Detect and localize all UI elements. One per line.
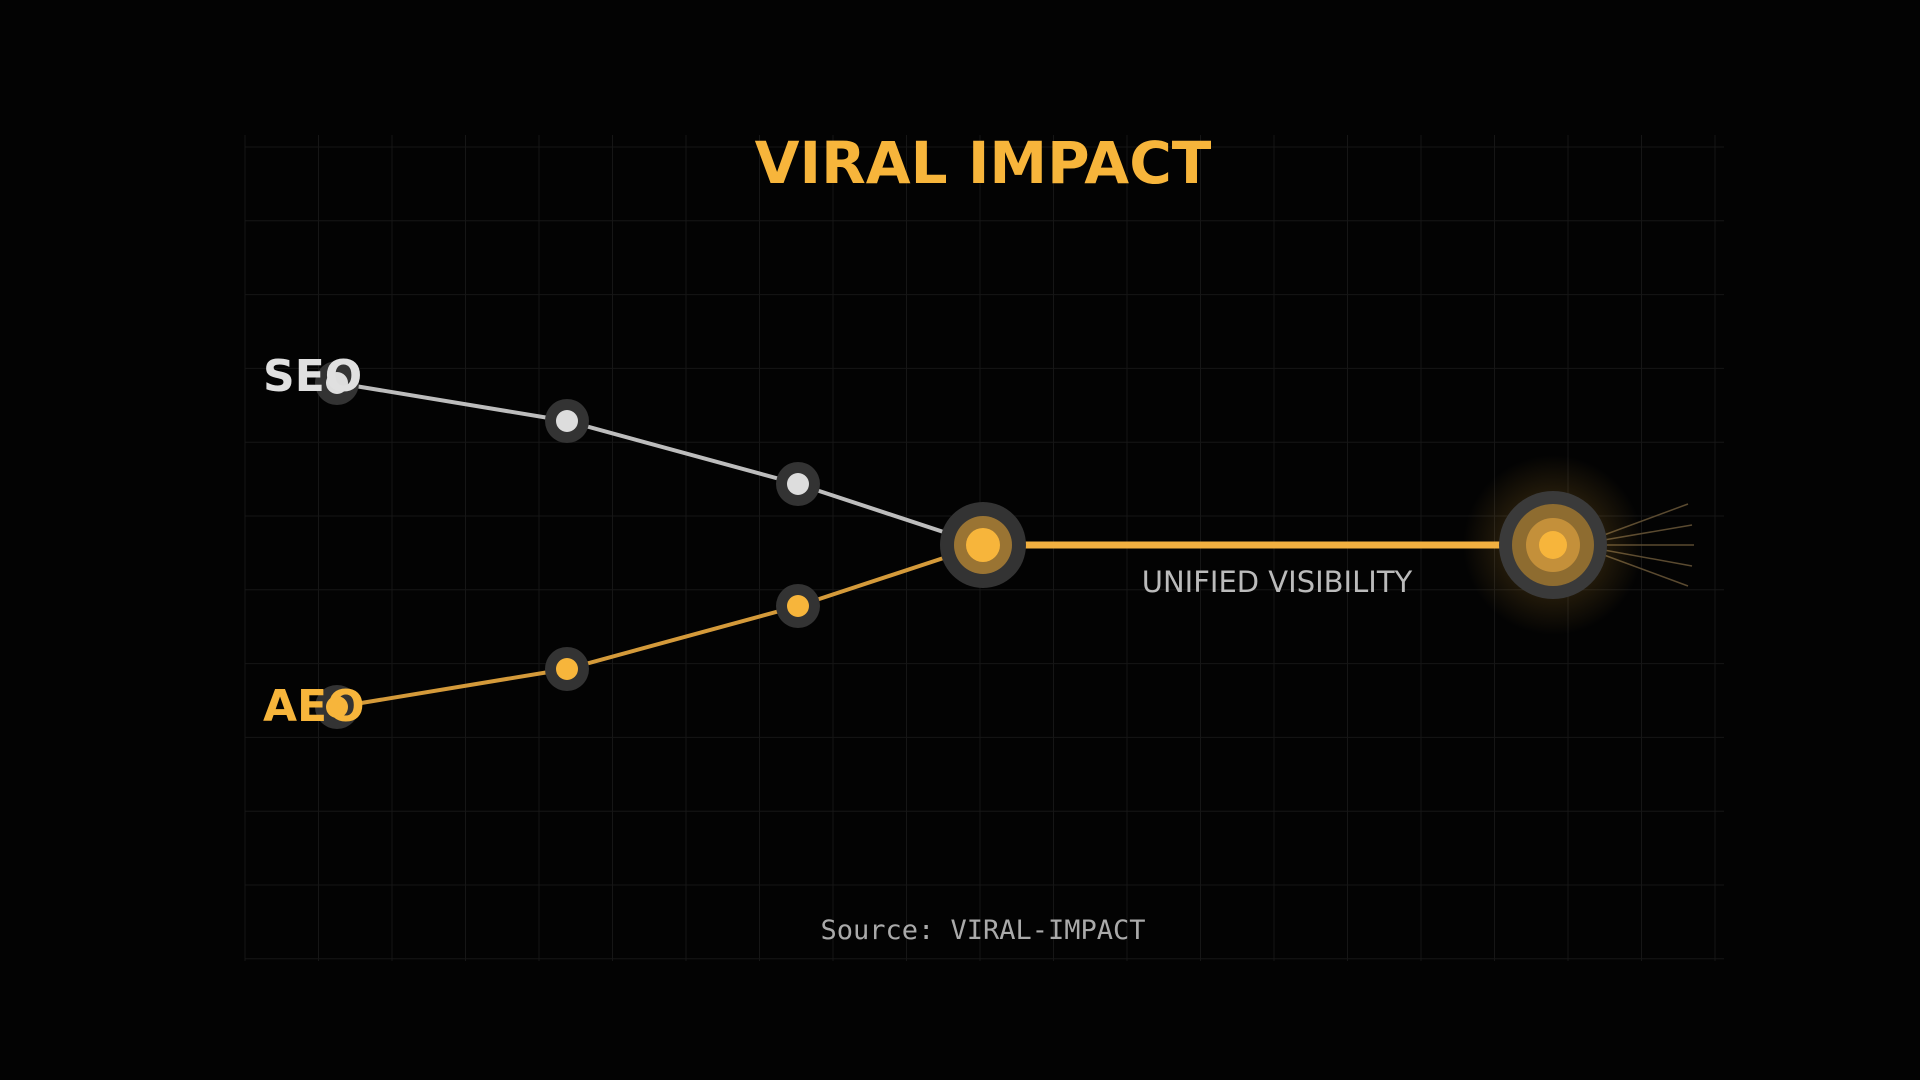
seo-label: SEO (263, 351, 362, 402)
aeo-path (336, 543, 984, 709)
merge-node (940, 502, 1026, 588)
output-label: UNIFIED VISIBILITY (1142, 565, 1413, 599)
aeo-nodes (315, 584, 820, 729)
seo-nodes (315, 361, 820, 506)
source: Source: VIRAL-IMPACT (820, 915, 1145, 946)
output-node (1463, 455, 1694, 635)
aeo-label: AEO (263, 681, 365, 732)
title: VIRAL IMPACT (755, 129, 1212, 197)
seo-path (336, 381, 984, 547)
